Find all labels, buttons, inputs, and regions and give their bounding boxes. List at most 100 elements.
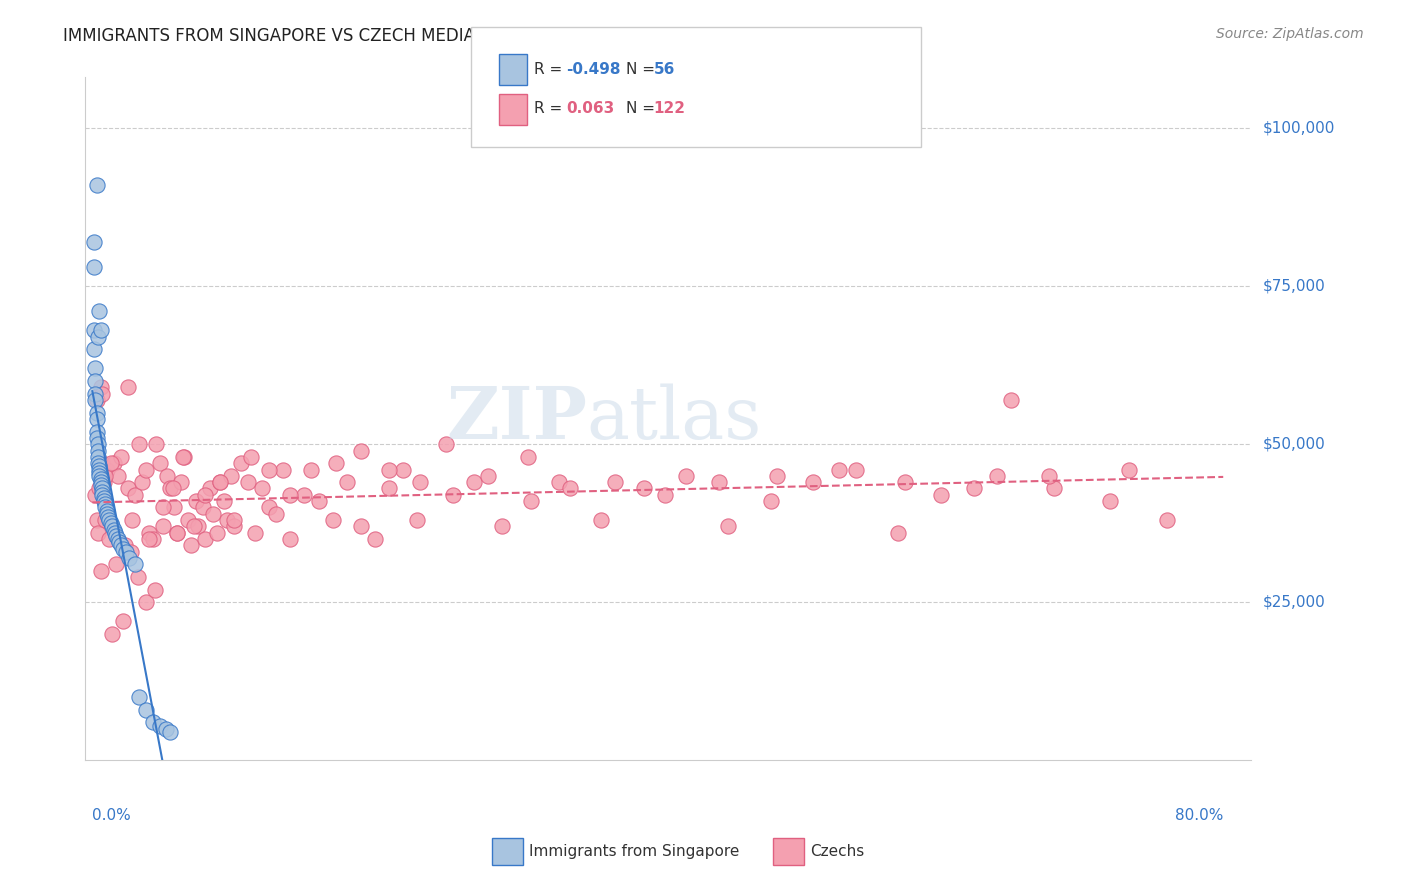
Point (90, 478, 112, 492)
Point (96, 462, 118, 476)
Point (208, 475, 231, 490)
Point (633, 482, 655, 496)
Point (100, 516, 122, 531)
Point (108, 535, 131, 549)
Point (308, 494, 330, 508)
Point (986, 468, 1008, 483)
Point (91, 484, 114, 499)
Point (124, 558, 146, 572)
Point (406, 513, 429, 527)
Point (105, 558, 128, 572)
Point (87, 456, 110, 470)
Point (145, 437, 167, 451)
Point (101, 627, 124, 641)
Point (100, 456, 122, 470)
Point (87, 450, 110, 464)
Point (378, 482, 401, 496)
Point (409, 475, 432, 490)
Point (107, 468, 129, 483)
Point (104, 525, 127, 540)
Point (135, 462, 157, 476)
Point (591, 513, 613, 527)
Point (434, 437, 457, 451)
Point (115, 545, 138, 559)
Point (491, 519, 513, 533)
Point (93, 494, 115, 508)
Point (177, 513, 200, 527)
Point (675, 468, 697, 483)
Point (156, 468, 179, 483)
Point (83, 260, 105, 274)
Point (98, 513, 121, 527)
Point (110, 538, 132, 552)
Point (1000, 392, 1022, 407)
Point (322, 513, 344, 527)
Point (121, 513, 143, 527)
Point (83, 235, 105, 249)
Point (229, 456, 252, 470)
Point (222, 513, 245, 527)
Point (194, 488, 217, 502)
Point (887, 525, 910, 540)
Point (1118, 462, 1140, 476)
Point (90, 380, 112, 394)
Point (86, 392, 108, 407)
Point (264, 507, 287, 521)
Point (257, 462, 280, 476)
Text: IMMIGRANTS FROM SINGAPORE VS CZECH MEDIAN FEMALE EARNINGS CORRELATION CHART: IMMIGRANTS FROM SINGAPORE VS CZECH MEDIA… (63, 27, 835, 45)
Point (477, 468, 499, 483)
Point (222, 519, 245, 533)
Point (107, 532, 129, 546)
Point (112, 615, 135, 629)
Point (84, 392, 107, 407)
Point (143, 582, 166, 597)
Point (120, 545, 142, 559)
Point (94, 468, 117, 483)
Point (87, 443, 110, 458)
Point (91, 482, 114, 496)
Point (278, 532, 301, 546)
Point (845, 462, 868, 476)
Point (91, 456, 114, 470)
Point (83, 343, 105, 357)
Text: Immigrants from Singapore: Immigrants from Singapore (529, 845, 740, 859)
Point (163, 500, 186, 515)
Point (90, 472, 112, 486)
Text: R =: R = (534, 62, 568, 77)
Point (378, 462, 401, 476)
Point (1099, 494, 1122, 508)
Text: N =: N = (626, 62, 659, 77)
Text: $100,000: $100,000 (1263, 120, 1336, 136)
Point (155, 722, 177, 736)
Point (166, 525, 188, 540)
Point (96, 503, 118, 517)
Point (173, 450, 195, 464)
Point (350, 519, 373, 533)
Point (166, 525, 188, 540)
Point (707, 475, 730, 490)
Point (184, 494, 207, 508)
Point (278, 488, 301, 502)
Point (93, 491, 115, 505)
Point (717, 519, 740, 533)
Point (654, 488, 676, 502)
Point (112, 541, 135, 556)
Point (364, 532, 387, 546)
Point (392, 462, 415, 476)
Point (131, 475, 153, 490)
Text: 56: 56 (654, 62, 675, 77)
Text: $25,000: $25,000 (1263, 595, 1326, 610)
Text: ZIP: ZIP (446, 384, 586, 454)
Point (90, 475, 112, 490)
Point (97, 510, 120, 524)
Point (103, 456, 125, 470)
Point (294, 488, 316, 502)
Point (243, 525, 266, 540)
Point (138, 525, 160, 540)
Point (194, 532, 217, 546)
Point (90, 323, 112, 337)
Point (118, 551, 141, 566)
Point (325, 456, 347, 470)
Point (441, 488, 464, 502)
Point (89, 459, 111, 474)
